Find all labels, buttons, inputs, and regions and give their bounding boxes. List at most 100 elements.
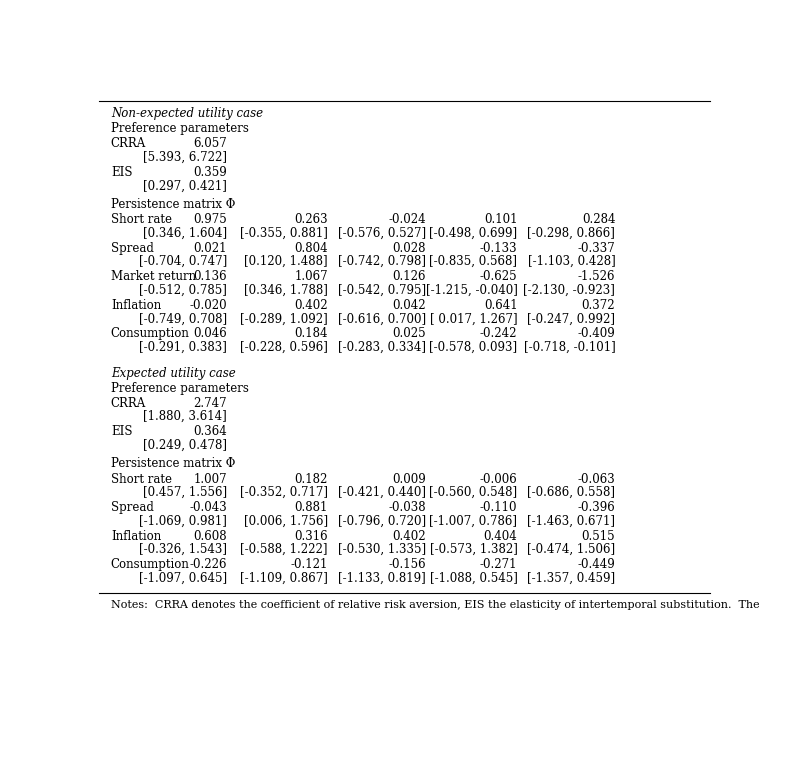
Text: [-1.357, 0.459]: [-1.357, 0.459] xyxy=(527,572,615,584)
Text: 0.126: 0.126 xyxy=(392,270,426,283)
Text: [-1.088, 0.545]: [-1.088, 0.545] xyxy=(429,572,518,584)
Text: Short rate: Short rate xyxy=(110,472,172,486)
Text: [-0.512, 0.785]: [-0.512, 0.785] xyxy=(139,284,227,297)
Text: 0.263: 0.263 xyxy=(294,213,328,226)
Text: [-1.109, 0.867]: [-1.109, 0.867] xyxy=(240,572,328,584)
Text: -0.156: -0.156 xyxy=(388,559,426,572)
Text: Persistence matrix Φ: Persistence matrix Φ xyxy=(110,198,235,211)
Text: [-2.130, -0.923]: [-2.130, -0.923] xyxy=(523,284,615,297)
Text: Preference parameters: Preference parameters xyxy=(110,123,249,136)
Text: [-0.686, 0.558]: [-0.686, 0.558] xyxy=(527,486,615,499)
Text: -0.063: -0.063 xyxy=(578,472,615,486)
Text: 0.021: 0.021 xyxy=(193,241,227,255)
Text: -0.625: -0.625 xyxy=(480,270,518,283)
Text: 0.028: 0.028 xyxy=(392,241,426,255)
Text: -0.133: -0.133 xyxy=(480,241,518,255)
Text: 0.608: 0.608 xyxy=(193,530,227,543)
Text: -0.121: -0.121 xyxy=(290,559,328,572)
Text: [-0.588, 1.222]: [-0.588, 1.222] xyxy=(241,544,328,556)
Text: [-0.474, 1.506]: [-0.474, 1.506] xyxy=(527,544,615,556)
Text: 1.007: 1.007 xyxy=(193,472,227,486)
Text: [-0.283, 0.334]: [-0.283, 0.334] xyxy=(338,341,426,354)
Text: -0.449: -0.449 xyxy=(578,559,615,572)
Text: [0.006, 1.756]: [0.006, 1.756] xyxy=(244,515,328,528)
Text: [-0.616, 0.700]: [-0.616, 0.700] xyxy=(338,313,426,326)
Text: [-1.133, 0.819]: [-1.133, 0.819] xyxy=(338,572,426,584)
Text: [-0.742, 0.798]: [-0.742, 0.798] xyxy=(338,255,426,268)
Text: [-0.542, 0.795]: [-0.542, 0.795] xyxy=(338,284,426,297)
Text: -0.396: -0.396 xyxy=(578,501,615,514)
Text: 0.359: 0.359 xyxy=(193,166,227,179)
Text: Inflation: Inflation xyxy=(110,299,161,312)
Text: 0.184: 0.184 xyxy=(294,328,328,341)
Text: [0.346, 1.604]: [0.346, 1.604] xyxy=(143,226,227,240)
Text: [-0.560, 0.548]: [-0.560, 0.548] xyxy=(429,486,518,499)
Text: 0.025: 0.025 xyxy=(392,328,426,341)
Text: [-0.578, 0.093]: [-0.578, 0.093] xyxy=(429,341,518,354)
Text: 0.515: 0.515 xyxy=(581,530,615,543)
Text: Notes:  CRRA denotes the coefficient of relative risk aversion, EIS the elastici: Notes: CRRA denotes the coefficient of r… xyxy=(110,600,760,609)
Text: [-0.835, 0.568]: [-0.835, 0.568] xyxy=(429,255,518,268)
Text: [-1.215, -0.040]: [-1.215, -0.040] xyxy=(425,284,518,297)
Text: 0.404: 0.404 xyxy=(484,530,518,543)
Text: 0.975: 0.975 xyxy=(193,213,227,226)
Text: 0.804: 0.804 xyxy=(294,241,328,255)
Text: -0.242: -0.242 xyxy=(480,328,518,341)
Text: Spread: Spread xyxy=(110,241,154,255)
Text: Market return: Market return xyxy=(110,270,196,283)
Text: [-1.103, 0.428]: [-1.103, 0.428] xyxy=(528,255,615,268)
Text: [-0.530, 1.335]: [-0.530, 1.335] xyxy=(338,544,426,556)
Text: 0.042: 0.042 xyxy=(392,299,426,312)
Text: 0.364: 0.364 xyxy=(193,425,227,438)
Text: [0.457, 1.556]: [0.457, 1.556] xyxy=(143,486,227,499)
Text: 0.881: 0.881 xyxy=(294,501,328,514)
Text: [-1.007, 0.786]: [-1.007, 0.786] xyxy=(429,515,518,528)
Text: 0.182: 0.182 xyxy=(294,472,328,486)
Text: CRRA: CRRA xyxy=(110,138,146,151)
Text: -0.337: -0.337 xyxy=(578,241,615,255)
Text: 0.402: 0.402 xyxy=(294,299,328,312)
Text: Expected utility case: Expected utility case xyxy=(110,366,236,379)
Text: -0.038: -0.038 xyxy=(388,501,426,514)
Text: Inflation: Inflation xyxy=(110,530,161,543)
Text: [-0.704, 0.747]: [-0.704, 0.747] xyxy=(139,255,227,268)
Text: CRRA: CRRA xyxy=(110,397,146,410)
Text: 1.067: 1.067 xyxy=(294,270,328,283)
Text: [-0.326, 1.543]: [-0.326, 1.543] xyxy=(139,544,227,556)
Text: [-1.097, 0.645]: [-1.097, 0.645] xyxy=(139,572,227,584)
Text: 0.136: 0.136 xyxy=(193,270,227,283)
Text: [-0.228, 0.596]: [-0.228, 0.596] xyxy=(240,341,328,354)
Text: [0.346, 1.788]: [0.346, 1.788] xyxy=(244,284,328,297)
Text: [0.297, 0.421]: [0.297, 0.421] xyxy=(143,179,227,192)
Text: [-0.573, 1.382]: [-0.573, 1.382] xyxy=(429,544,518,556)
Text: -0.043: -0.043 xyxy=(189,501,227,514)
Text: -0.226: -0.226 xyxy=(189,559,227,572)
Text: [-0.796, 0.720]: [-0.796, 0.720] xyxy=(338,515,426,528)
Text: Non-expected utility case: Non-expected utility case xyxy=(110,107,263,120)
Text: 0.316: 0.316 xyxy=(294,530,328,543)
Text: [-0.576, 0.527]: [-0.576, 0.527] xyxy=(338,226,426,240)
Text: -0.409: -0.409 xyxy=(578,328,615,341)
Text: [1.880, 3.614]: [1.880, 3.614] xyxy=(144,410,227,423)
Text: [-0.421, 0.440]: [-0.421, 0.440] xyxy=(338,486,426,499)
Text: [-1.069, 0.981]: [-1.069, 0.981] xyxy=(139,515,227,528)
Text: 0.372: 0.372 xyxy=(581,299,615,312)
Text: Preference parameters: Preference parameters xyxy=(110,382,249,394)
Text: [ 0.017, 1.267]: [ 0.017, 1.267] xyxy=(430,313,518,326)
Text: [-0.498, 0.699]: [-0.498, 0.699] xyxy=(429,226,518,240)
Text: -0.024: -0.024 xyxy=(388,213,426,226)
Text: -0.110: -0.110 xyxy=(480,501,518,514)
Text: [0.120, 1.488]: [0.120, 1.488] xyxy=(245,255,328,268)
Text: 0.641: 0.641 xyxy=(484,299,518,312)
Text: -0.006: -0.006 xyxy=(480,472,518,486)
Text: [0.249, 0.478]: [0.249, 0.478] xyxy=(143,439,227,452)
Text: [-0.718, -0.101]: [-0.718, -0.101] xyxy=(524,341,615,354)
Text: [5.393, 6.722]: [5.393, 6.722] xyxy=(143,151,227,164)
Text: [-0.352, 0.717]: [-0.352, 0.717] xyxy=(240,486,328,499)
Text: [-1.463, 0.671]: [-1.463, 0.671] xyxy=(527,515,615,528)
Text: Spread: Spread xyxy=(110,501,154,514)
Text: EIS: EIS xyxy=(110,166,133,179)
Text: 0.402: 0.402 xyxy=(392,530,426,543)
Text: -0.020: -0.020 xyxy=(189,299,227,312)
Text: 6.057: 6.057 xyxy=(193,138,227,151)
